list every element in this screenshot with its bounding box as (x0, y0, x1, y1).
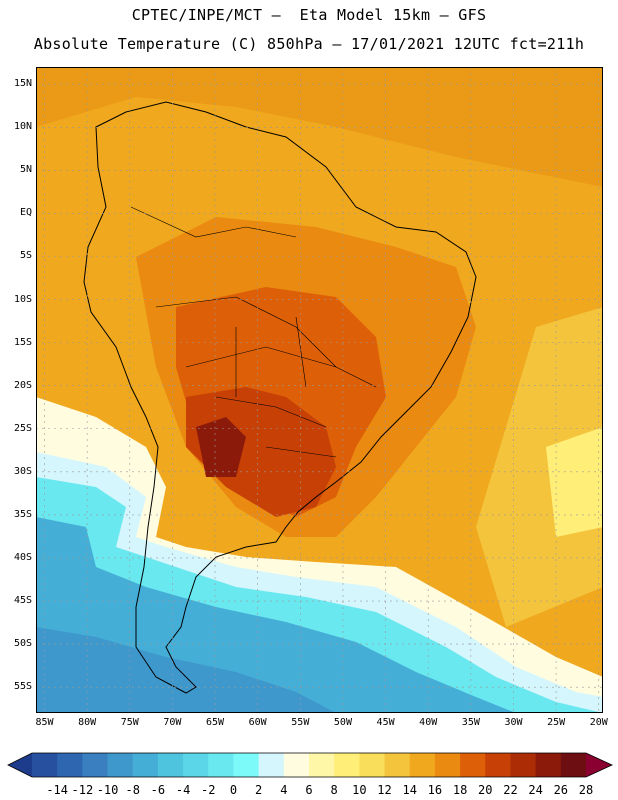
lat-label: 50S (13, 638, 32, 650)
colorbar-swatch (384, 753, 411, 777)
colorbar-tick-label: -4 (175, 783, 191, 797)
colorbar-tick-label: -10 (96, 783, 119, 797)
colorbar-swatch (107, 753, 134, 777)
colorbar-tick-label: 2 (255, 783, 263, 797)
colorbar-max-arrow (586, 753, 612, 777)
lat-label: 5S (19, 250, 32, 262)
colorbar-tick-label: 22 (503, 783, 518, 797)
temperature-map (36, 67, 603, 713)
colorbar-swatch (157, 753, 184, 777)
map-title-line-2: Absolute Temperature (C) 850hPa – 17/01/… (33, 35, 585, 53)
field-light-east (476, 307, 603, 627)
lon-label: 70W (163, 717, 182, 728)
colorbar-tick-label: 0 (229, 783, 238, 797)
lon-label: 75W (120, 717, 139, 728)
field-core-hottest (196, 417, 246, 477)
colorbar-swatch (258, 753, 285, 777)
colorbar-tick-label: 14 (402, 783, 417, 797)
country-borders (130, 206, 377, 458)
colorbar-tick-label: 8 (330, 783, 338, 797)
colorbar (7, 752, 613, 778)
colorbar-swatch (535, 753, 562, 777)
lat-label: 45S (13, 595, 32, 607)
colorbar-swatch (409, 753, 436, 777)
colorbar-swatch (132, 753, 159, 777)
colorbar-swatch (485, 753, 511, 777)
colorbar-tick-label: 16 (427, 783, 443, 797)
lat-label: 55S (13, 681, 32, 693)
colorbar-tick-label: 12 (377, 783, 392, 797)
lat-label: 15S (13, 336, 32, 348)
map-border (36, 67, 603, 713)
lat-label: 10N (13, 121, 32, 133)
colorbar-swatch (309, 753, 335, 777)
colorbar-swatch (32, 753, 58, 777)
colorbar-swatch (183, 753, 209, 777)
colorbar-swatch (359, 753, 386, 777)
lat-lon-grid (36, 67, 603, 713)
lon-label: 20W (589, 717, 608, 728)
colorbar-tick-label: 28 (578, 783, 594, 797)
lat-label: 10S (13, 293, 32, 305)
colorbar-swatch (560, 753, 587, 777)
colorbar-tick-label: -6 (150, 783, 166, 797)
colorbar-tick-label: 18 (452, 783, 468, 797)
lon-label: 80W (78, 717, 97, 728)
lon-label: 45W (376, 717, 395, 728)
lat-label: 35S (13, 508, 32, 520)
lon-label: 40W (419, 717, 438, 728)
lat-label: 40S (13, 551, 32, 563)
colorbar-swatch (434, 753, 461, 777)
lon-label: 85W (35, 717, 54, 728)
colorbar-swatch (208, 753, 234, 777)
colorbar-swatch (233, 753, 260, 777)
colorbar-swatch (82, 753, 109, 777)
lat-label: EQ (19, 207, 32, 219)
lat-label: 30S (13, 465, 32, 477)
lon-label: 65W (206, 717, 225, 728)
colorbar-outline (7, 752, 613, 778)
colorbar-tick-label: 6 (305, 783, 313, 797)
colorbar-min-arrow (8, 753, 32, 777)
lat-label: 25S (13, 422, 32, 434)
field-yellow-east (546, 427, 603, 537)
colorbar-tick-label: -14 (46, 783, 69, 797)
colorbar-swatch (57, 753, 83, 777)
colorbar-tick-label: 24 (528, 783, 543, 797)
lon-label: 35W (461, 717, 480, 728)
continent-outline (83, 101, 477, 694)
field-warm-north (36, 67, 603, 187)
lat-label: 5N (19, 164, 32, 176)
colorbar-tick-label: -8 (125, 783, 140, 797)
lon-label: 30W (504, 717, 523, 728)
map-title-line-1: CPTEC/INPE/MCT – Eta Model 15km – GFS (131, 6, 487, 24)
colorbar-tick-label: 4 (280, 783, 288, 797)
lon-label: 60W (248, 717, 267, 728)
colorbar-tick-label: 26 (553, 783, 569, 797)
colorbar-tick-label: 20 (478, 783, 493, 797)
lon-label: 25W (547, 717, 566, 728)
field-deep-blue (36, 627, 336, 713)
lat-label: 15N (13, 78, 32, 90)
colorbar-swatch (510, 753, 537, 777)
colorbar-swatch (283, 753, 310, 777)
lat-label: 20S (13, 379, 32, 391)
lon-label: 50W (333, 717, 352, 728)
lon-label: 55W (291, 717, 310, 728)
colorbar-tick-label: 10 (352, 783, 367, 797)
colorbar-swatch (460, 753, 486, 777)
colorbar-swatch (334, 753, 360, 777)
colorbar-tick-label: -2 (201, 783, 216, 797)
colorbar-tick-label: -12 (71, 783, 94, 797)
